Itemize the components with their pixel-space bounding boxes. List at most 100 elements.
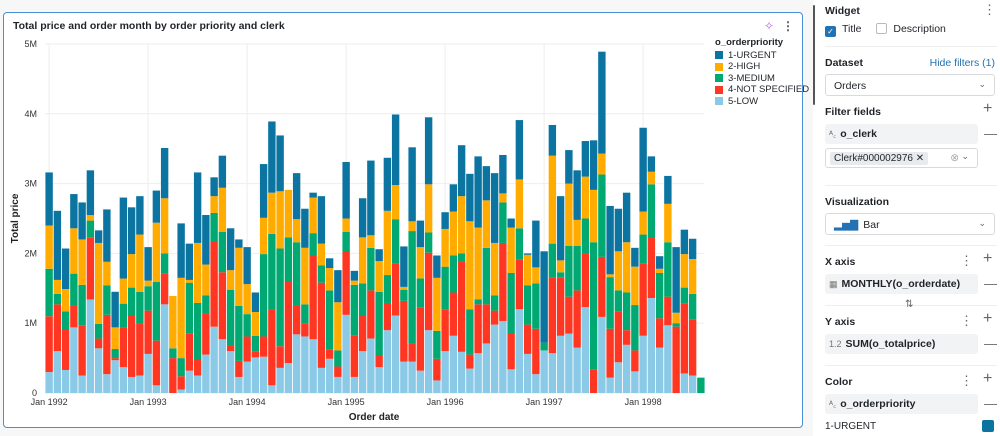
bar-segment-1-urgent xyxy=(573,170,581,220)
bar-segment-3-medium xyxy=(449,255,458,293)
title-checkbox[interactable]: ✓ Title xyxy=(825,23,861,37)
clear-icon[interactable]: ⊗ xyxy=(950,152,959,164)
bar-segment-3-medium xyxy=(647,184,656,239)
bar-segment-1-urgent xyxy=(358,198,367,238)
remove-y-axis-icon[interactable]: — xyxy=(984,336,997,351)
bar-segment-4-not-specified xyxy=(565,296,573,334)
legend-item[interactable]: 5-LOW xyxy=(715,96,809,108)
bar-segment-2-high xyxy=(441,228,449,267)
swap-axes-icon[interactable]: ⇅ xyxy=(905,299,914,310)
legend-item[interactable]: 3-MEDIUM xyxy=(715,73,809,85)
hide-filters-link[interactable]: Hide filters (1) xyxy=(929,57,995,69)
checkbox-unchecked-icon[interactable] xyxy=(876,23,888,34)
kebab-menu-icon[interactable]: ⋮ xyxy=(983,2,996,17)
bar-segment-3-medium xyxy=(639,234,647,264)
color-field-pill[interactable]: ᴬ꜀ o_orderpriority xyxy=(825,394,978,414)
bar-segment-2-high xyxy=(119,278,128,304)
kebab-menu-icon[interactable]: ⋮ xyxy=(960,373,973,388)
description-checkbox-label: Description xyxy=(893,23,946,35)
y-axis-field-pill[interactable]: 1.2 SUM(o_totalprice) xyxy=(825,334,978,354)
bar-segment-1-urgent xyxy=(325,258,334,269)
legend-item[interactable]: 2-HIGH xyxy=(715,61,809,73)
bar-segment-1-urgent xyxy=(94,230,103,243)
add-y-axis-icon[interactable]: + xyxy=(983,310,993,327)
bar-segment-3-medium xyxy=(680,287,689,304)
remove-color-icon[interactable]: — xyxy=(984,396,997,411)
kebab-menu-icon[interactable]: ⋮ xyxy=(782,19,794,33)
bar-segment-3-medium xyxy=(202,295,210,314)
bar-segment-1-urgent xyxy=(680,229,689,255)
remove-x-axis-icon[interactable]: — xyxy=(984,276,997,291)
bar-segment-4-not-specified xyxy=(672,326,680,393)
bar-segment-5-low xyxy=(622,344,631,393)
bar-segment-2-high xyxy=(598,153,606,175)
bar-segment-4-not-specified xyxy=(606,328,614,378)
y-tick-label: 3M xyxy=(24,179,37,189)
bar-segment-3-medium xyxy=(193,302,202,360)
x-tick-label: Jan 1992 xyxy=(31,397,68,407)
filter-value-multiselect[interactable]: Clerk#000002976 ✕ ⊗ ⌄ xyxy=(825,148,978,168)
kebab-menu-icon[interactable]: ⋮ xyxy=(960,253,973,268)
visualization-select[interactable]: ▂▅▇ Bar ⌄ xyxy=(825,213,995,235)
legend-item[interactable]: 4-NOT SPECIFIED xyxy=(715,84,809,96)
dataset-select[interactable]: Orders ⌄ xyxy=(825,74,995,96)
bar-segment-5-low xyxy=(540,350,548,393)
scrollbar[interactable] xyxy=(813,5,815,105)
bar-segment-4-not-specified xyxy=(548,277,557,354)
legend-item[interactable]: 1-URGENT xyxy=(715,50,809,62)
bar-segment-1-urgent xyxy=(490,173,499,243)
bar-segment-1-urgent xyxy=(86,170,95,216)
bar-segment-5-low xyxy=(53,351,62,393)
chevron-down-icon[interactable]: ⌄ xyxy=(961,151,969,161)
bar-segment-3-medium xyxy=(94,323,103,339)
bar-segment-2-high xyxy=(160,198,169,254)
bar-segment-5-low xyxy=(317,367,326,393)
y-tick-label: 5M xyxy=(24,39,37,49)
x-axis-field-pill[interactable]: ▦ MONTHLY(o_orderdate) xyxy=(825,274,978,294)
bar-segment-1-urgent xyxy=(70,194,78,229)
add-filter-icon[interactable]: + xyxy=(983,100,993,117)
bar-segment-2-high xyxy=(433,277,441,331)
bar-segment-3-medium xyxy=(334,350,342,367)
bar-segment-1-urgent xyxy=(268,121,276,193)
legend-title: o_orderpriority xyxy=(715,37,784,48)
add-color-icon[interactable]: + xyxy=(983,370,993,387)
filter-field-pill[interactable]: ᴬ꜀ o_clerk xyxy=(825,124,978,144)
bar-segment-2-high xyxy=(309,197,317,234)
bar-segment-4-not-specified xyxy=(144,310,152,354)
divider xyxy=(825,365,997,366)
bar-segment-2-high xyxy=(111,327,119,350)
kebab-menu-icon[interactable]: ⋮ xyxy=(960,313,973,328)
bar-segment-1-urgent xyxy=(367,160,375,236)
bar-segment-3-medium xyxy=(433,330,441,359)
bar-segment-3-medium xyxy=(672,323,680,327)
close-icon[interactable]: ✕ xyxy=(915,153,925,164)
description-checkbox[interactable]: Description xyxy=(876,23,946,35)
remove-filter-icon[interactable]: — xyxy=(984,126,997,141)
chart-widget[interactable]: Total price and order month by order pri… xyxy=(3,12,809,428)
bar-segment-5-low xyxy=(86,299,95,393)
bar-segment-4-not-specified xyxy=(86,237,95,300)
bar-segment-2-high xyxy=(185,279,194,283)
x-tick-label: Jan 1998 xyxy=(625,397,662,407)
filter-value-tag: Clerk#000002976 ✕ xyxy=(830,152,929,165)
bar-segment-2-high xyxy=(284,189,293,238)
bar-segment-2-high xyxy=(622,242,631,293)
bar-segment-5-low xyxy=(581,307,590,393)
sparkle-icon[interactable]: ✧ xyxy=(763,19,774,33)
checkbox-checked-icon[interactable]: ✓ xyxy=(825,26,836,37)
y-axis-title: Total price xyxy=(10,193,21,243)
add-x-axis-icon[interactable]: + xyxy=(983,250,993,267)
y-tick-label: 2M xyxy=(24,248,37,258)
color-swatch[interactable] xyxy=(982,420,994,432)
filter-fields-label: Filter fields xyxy=(825,106,882,118)
bar-segment-3-medium xyxy=(144,286,152,311)
bar-segment-1-urgent xyxy=(639,127,647,212)
bar-segment-5-low xyxy=(655,347,664,393)
bar-segment-5-low xyxy=(61,369,70,393)
bar-segment-3-medium xyxy=(235,305,243,361)
bar-segment-1-urgent xyxy=(243,247,251,285)
bar-segment-1-urgent xyxy=(664,175,672,204)
bar-segment-2-high xyxy=(639,211,647,235)
bar-segment-3-medium xyxy=(78,284,86,326)
